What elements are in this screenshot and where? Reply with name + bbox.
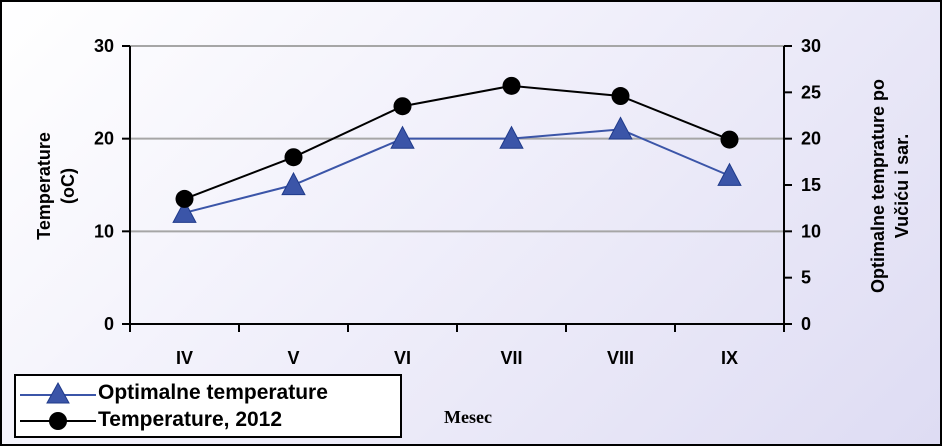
series-line-optimal xyxy=(184,128,730,214)
data-point-2012 xyxy=(502,76,521,95)
y-tick-label-left: 30 xyxy=(94,36,114,56)
data-point-2012 xyxy=(284,148,303,167)
x-axis-title: Mesec xyxy=(444,407,492,427)
y-tick-label-left: 10 xyxy=(94,221,114,241)
y-axis-title-left: Temperature (oC) xyxy=(34,132,78,240)
y-tick-label-left: 20 xyxy=(94,129,114,149)
legend-item-optimal: Optimalne temperature xyxy=(16,380,402,408)
y-tick-label-right: 10 xyxy=(801,221,821,241)
y-tick-label-right: 0 xyxy=(801,314,811,334)
y-tick-label-right: 15 xyxy=(801,175,821,195)
legend-swatch-optimal xyxy=(20,381,96,404)
data-point-2012 xyxy=(611,87,630,106)
y-tick-label-right: 20 xyxy=(801,129,821,149)
series-line-2012 xyxy=(184,84,730,200)
legend-label-2012: Temperature, 2012 xyxy=(98,408,283,431)
y-tick-label-right: 30 xyxy=(801,36,821,56)
data-point-2012 xyxy=(175,189,194,208)
x-tick-label: IX xyxy=(721,348,738,368)
data-point-2012 xyxy=(393,97,412,116)
x-tick-label: V xyxy=(287,348,299,368)
legend: Optimalne temperature Temperature, 2012 xyxy=(14,374,402,438)
legend-item-2012: Temperature, 2012 xyxy=(16,407,402,435)
x-tick-label: VII xyxy=(500,348,522,368)
y-axis-title-right: Optimalne temprature po Vučiću i sar. xyxy=(868,79,912,293)
data-point-optimal xyxy=(608,116,633,140)
data-point-optimal xyxy=(281,171,306,196)
y-tick-label-left: 0 xyxy=(104,314,114,334)
data-point-optimal xyxy=(390,125,415,149)
x-tick-label: VIII xyxy=(607,348,634,368)
legend-swatch-2012 xyxy=(20,412,96,430)
data-point-optimal xyxy=(499,125,524,149)
y-tick-label-right: 5 xyxy=(801,268,811,288)
x-tick-label: VI xyxy=(394,348,411,368)
y-tick-label-right: 25 xyxy=(801,82,821,102)
data-point-2012 xyxy=(720,130,739,149)
data-point-optimal xyxy=(172,199,197,223)
x-tick-label: IV xyxy=(176,348,193,368)
data-point-optimal xyxy=(717,162,742,186)
legend-label-optimal: Optimalne temperature xyxy=(98,381,328,404)
